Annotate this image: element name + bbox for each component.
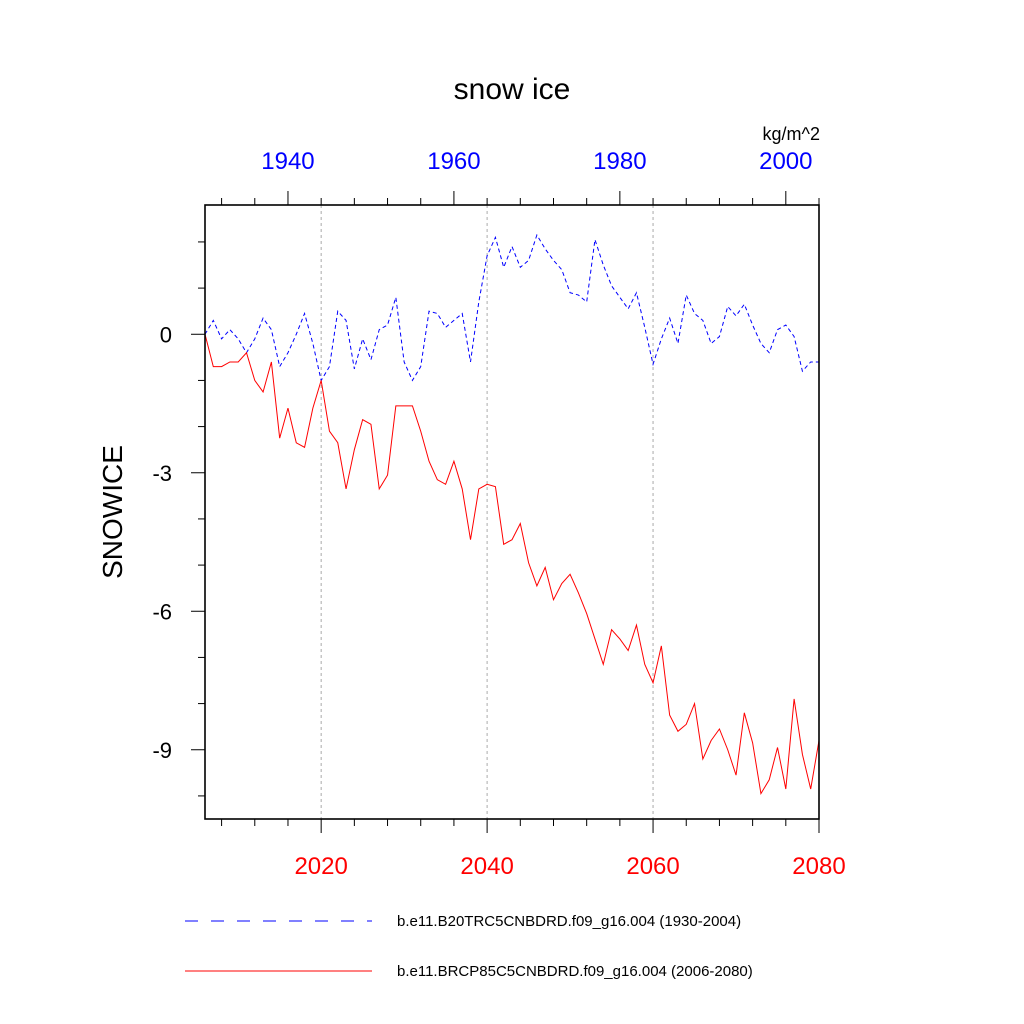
top-tick-label: 2000 — [759, 148, 812, 175]
y-tick-label: -9 — [152, 738, 172, 763]
tick-labels: 0 -3 -6 -9 2020 2040 2060 2080 1940 1960 1980 2000 — [152, 148, 845, 880]
top-tick-label: 1980 — [593, 148, 646, 175]
bottom-tick-label: 2040 — [460, 853, 513, 880]
axis-ticks — [191, 191, 820, 833]
bottom-tick-label: 2080 — [792, 853, 845, 880]
y-tick-label: -3 — [152, 461, 172, 486]
chart-title: snow ice — [454, 73, 571, 106]
legend-label-rcp85: b.e11.BRCP85C5CNBDRD.f09_g16.004 (2006-2… — [397, 963, 753, 980]
top-tick-label: 1960 — [427, 148, 480, 175]
plot-frame — [204, 204, 820, 820]
units-label: kg/m^2 — [763, 124, 820, 144]
y-axis-label: SNOWICE — [97, 445, 128, 579]
legend: b.e11.B20TRC5CNBDRD.f09_g16.004 (1930-20… — [185, 913, 753, 980]
series-line-historical — [204, 233, 819, 382]
grid-lines — [320, 205, 654, 819]
legend-label-historical: b.e11.B20TRC5CNBDRD.f09_g16.004 (1930-20… — [397, 913, 741, 930]
series-layer — [204, 233, 820, 796]
bottom-tick-label: 2020 — [294, 853, 347, 880]
y-tick-label: -6 — [152, 599, 172, 624]
series-line-rcp85 — [204, 334, 820, 796]
top-tick-label: 1940 — [261, 148, 314, 175]
y-tick-label: 0 — [160, 322, 172, 347]
bottom-tick-label: 2060 — [626, 853, 679, 880]
